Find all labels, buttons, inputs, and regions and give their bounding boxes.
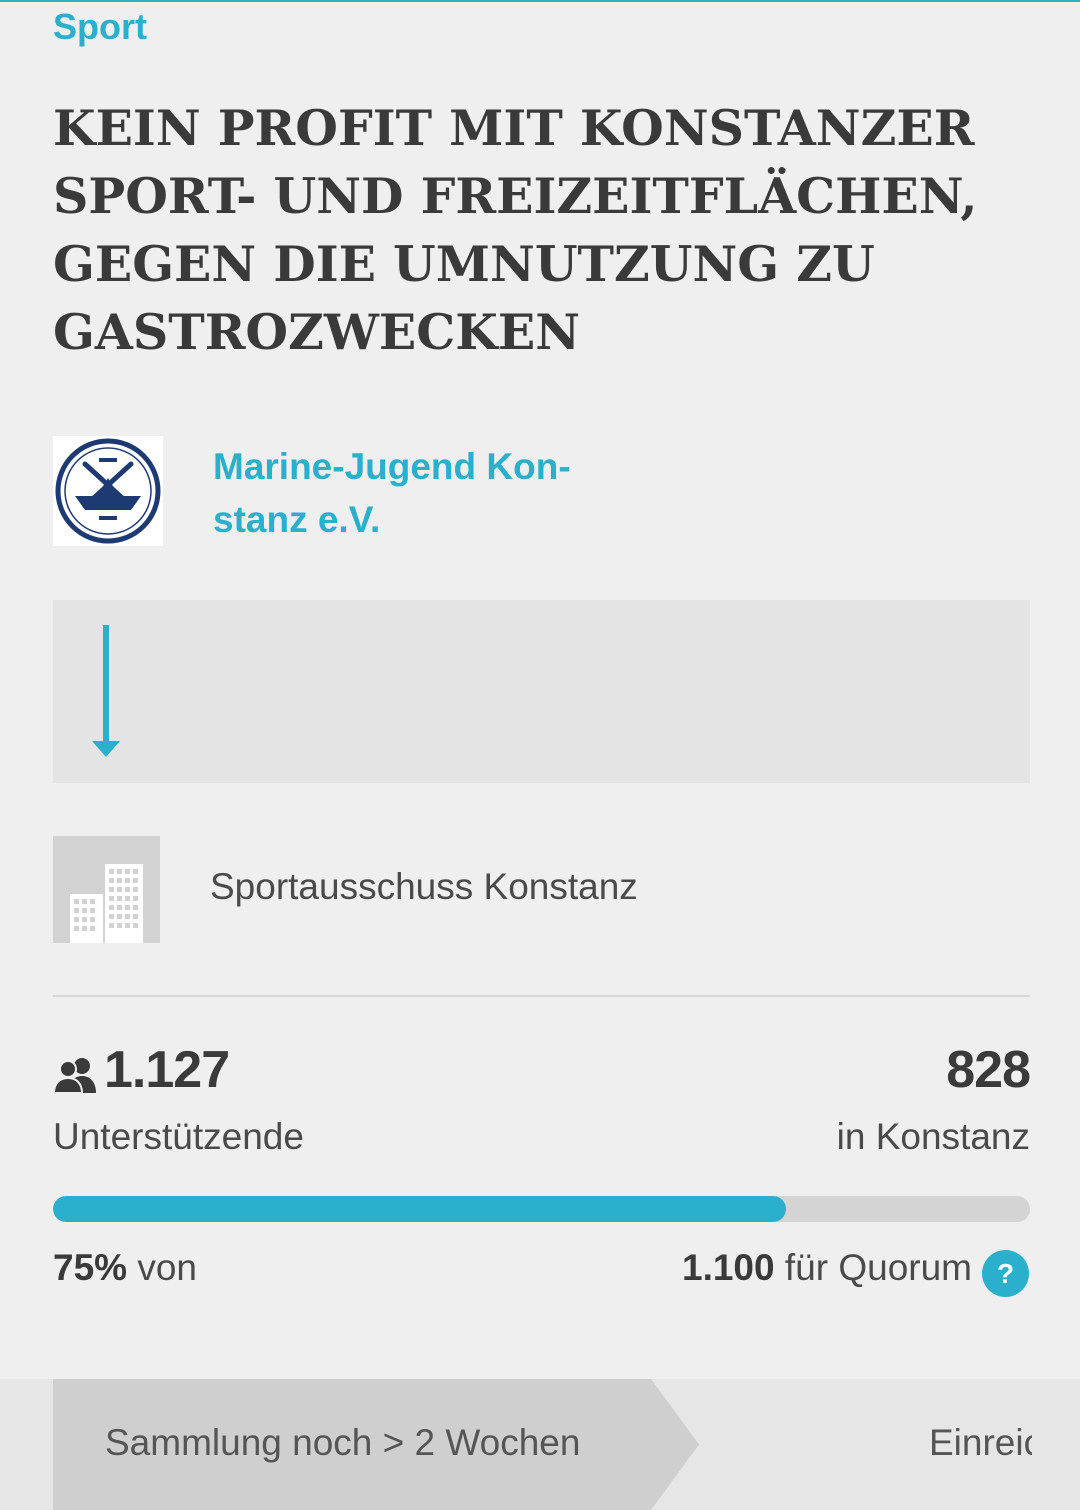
step-submission-label[interactable]: Einreic bbox=[929, 1422, 1032, 1463]
progress-of-label: von bbox=[137, 1247, 197, 1288]
step-chevron-shape bbox=[53, 1379, 699, 1510]
people-icon bbox=[53, 1058, 96, 1093]
supporters-count: 1.127 bbox=[104, 1041, 230, 1099]
petition-flow-box bbox=[53, 600, 1030, 783]
building-icon bbox=[70, 864, 143, 943]
quorum-progress-bar bbox=[53, 1196, 1030, 1222]
petition-title: KEIN PROFIT MIT KONSTANZER SPORT- UND FR… bbox=[53, 99, 978, 361]
step-collection[interactable]: Sammlung noch > 2 Wochen bbox=[53, 1379, 699, 1510]
category-link[interactable]: Sport bbox=[53, 6, 147, 47]
initiator-name[interactable]: Marine-Jugend Kon-stanz e.V. bbox=[213, 446, 571, 540]
local-supporters-count: 828 bbox=[946, 1041, 1031, 1099]
recipient-name: Sportausschuss Konstanz bbox=[210, 866, 638, 907]
quorum-value: 1.100 bbox=[682, 1247, 775, 1288]
divider bbox=[53, 995, 1030, 997]
petition-steps-bar: Sammlung noch > 2 Wochen bbox=[0, 1379, 1080, 1510]
supporters-label: Unterstützende bbox=[53, 1116, 304, 1157]
recipient-icon bbox=[53, 836, 160, 943]
progress-percent: 75% bbox=[53, 1247, 128, 1288]
arrow-down-icon bbox=[92, 625, 120, 757]
rowing-club-logo-icon bbox=[55, 438, 161, 544]
quorum-label: für Quorum bbox=[784, 1247, 972, 1288]
progress-percent-text: 75% von bbox=[53, 1247, 197, 1289]
local-supporters-label: in Konstanz bbox=[836, 1116, 1030, 1157]
step-collection-label: Sammlung noch > 2 Wochen bbox=[105, 1422, 581, 1463]
quorum-text: 1.100 für Quorum bbox=[682, 1247, 972, 1289]
initiator-logo[interactable] bbox=[53, 436, 163, 546]
top-border bbox=[0, 0, 1080, 2]
help-icon[interactable]: ? bbox=[982, 1250, 1029, 1297]
quorum-progress-fill bbox=[53, 1196, 786, 1222]
